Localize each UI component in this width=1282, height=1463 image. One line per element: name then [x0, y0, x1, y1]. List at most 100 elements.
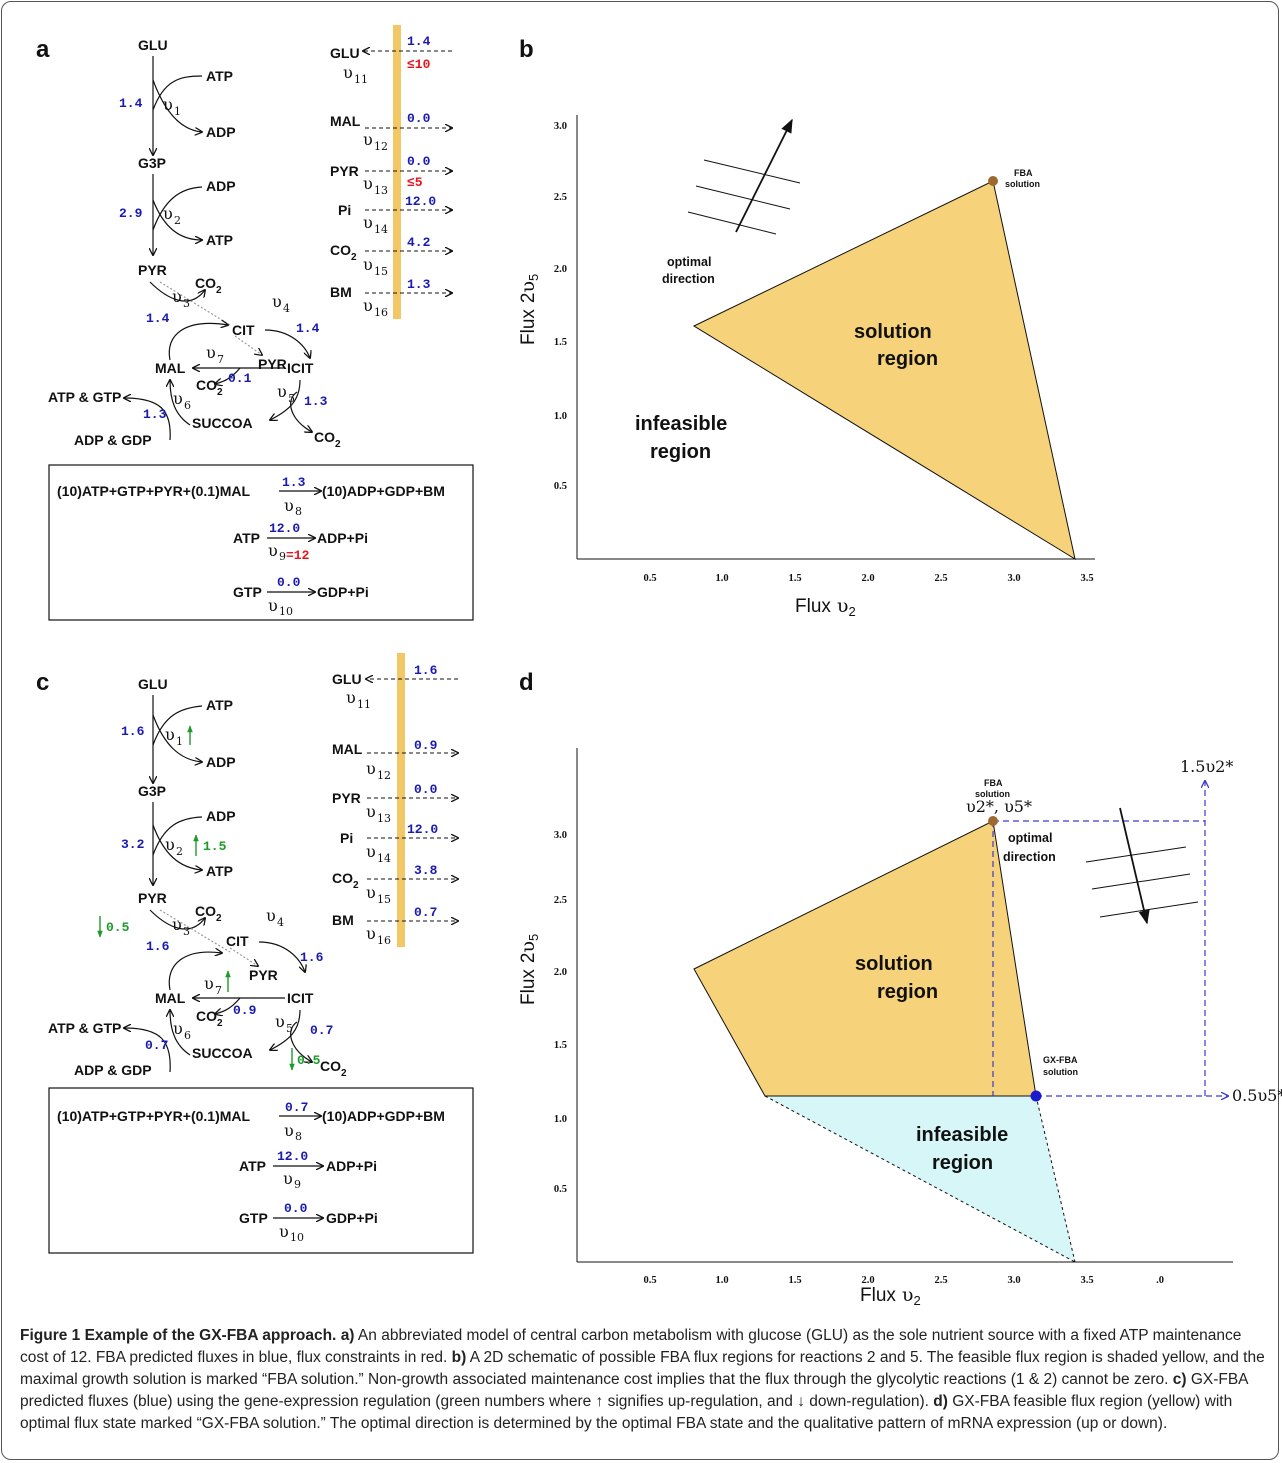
svg-text:15: 15: [374, 265, 388, 278]
co2-label-a3: CO2: [314, 429, 341, 450]
svg-text:υ: υ: [346, 688, 356, 707]
xd-tick-3: 2.0: [861, 1275, 874, 1286]
v1-symbol: υ: [163, 95, 173, 114]
gx-label-d-1: GX-FBA: [1043, 1055, 1078, 1065]
svg-text:MAL: MAL: [330, 113, 361, 129]
co2-label-a2: CO2: [196, 377, 223, 398]
exchange-co2-c: CO2 υ 15 3.8: [332, 863, 458, 906]
svg-text:υ: υ: [284, 1121, 294, 1140]
svg-text:8: 8: [295, 1130, 302, 1143]
gtp-reaction-a: GTP 0.0 υ 10 GDP+Pi: [233, 575, 369, 618]
c-flux-v5: 0.7: [310, 1023, 333, 1038]
svg-text:υ: υ: [363, 296, 373, 315]
reaction-box-c: [48, 1087, 474, 1254]
xd-tick-7: .0: [1156, 1275, 1164, 1286]
svg-text:BM: BM: [330, 284, 352, 300]
adp-label: ADP: [206, 124, 236, 140]
svg-text:13: 13: [377, 812, 391, 825]
xb-tick-2: 1.5: [788, 573, 801, 584]
infeasible-label-b-2: region: [650, 441, 711, 463]
v6-symbol: υ: [173, 389, 183, 408]
panel-b: b 0.5 1.0 1.5 2.0 2.5 3.0 3.5 0.5 1.0 1.5 2.0 2.5 3…: [517, 36, 1095, 619]
svg-text:4.2: 4.2: [407, 235, 431, 250]
svg-text:1.3: 1.3: [282, 475, 306, 490]
svg-text:3.8: 3.8: [414, 863, 438, 878]
panel-c: c GLU ATP ADP υ 1 1.6 G3P ADP ATP υ 2 1.…: [36, 653, 474, 1254]
succoa-label: SUCCOA: [192, 415, 253, 431]
panel-a: a GLU ATP ADP υ 1 1.4 G3P ADP ATP υ 2 2.…: [36, 25, 474, 621]
pyr-label-c: PYR: [138, 890, 167, 906]
v1-index: 1: [174, 105, 181, 118]
xd-tick-2: 1.5: [788, 1275, 801, 1286]
panel-d-label: d: [519, 669, 534, 696]
fba-label-b-1: FBA: [1014, 168, 1033, 178]
a-constraint-v13: ≤5: [407, 175, 423, 190]
a-flux-v4: 1.4: [296, 321, 320, 336]
atp-label: ATP: [206, 68, 233, 84]
svg-text:12: 12: [374, 140, 388, 153]
infeasible-label-d-1: infeasible: [916, 1124, 1008, 1146]
svg-text:16: 16: [374, 306, 388, 319]
figure-caption: Figure 1 Example of the GX-FBA approach.…: [20, 1325, 1265, 1435]
fba-solution-point-b: [988, 176, 998, 186]
xb-tick-1: 1.0: [715, 573, 728, 584]
co2-label-a1: CO2: [195, 275, 222, 296]
svg-text:0.0: 0.0: [284, 1201, 308, 1216]
a-constraint-v11: ≤10: [407, 57, 431, 72]
yd-tick-4: 2.5: [554, 895, 567, 906]
yd-tick-2: 1.5: [554, 1040, 567, 1051]
optimal-label-d: optimal: [1008, 831, 1052, 845]
svg-text:υ: υ: [283, 1169, 293, 1188]
exchange-glu-c: GLU υ 11 1.6: [332, 663, 458, 711]
isoline-3-b: [687, 211, 777, 235]
svg-text:12.0: 12.0: [407, 822, 438, 837]
v7-symbol-c: υ: [204, 974, 214, 993]
v3-index-c: 3: [183, 925, 190, 938]
exchange-pi-c: Pi υ 14 12.0: [340, 822, 458, 865]
svg-text:0.7: 0.7: [414, 905, 437, 920]
v6-index-c: 6: [184, 1029, 191, 1042]
svg-text:GTP: GTP: [233, 584, 262, 600]
atp2-label: ATP: [206, 232, 233, 248]
panel-a-label: a: [36, 36, 50, 63]
panel-c-label: c: [36, 669, 49, 696]
v1-symbol-c: υ: [165, 725, 175, 744]
pyr2-label: PYR: [258, 356, 287, 372]
bound-top-label-d: 1.5υ2*: [1180, 757, 1233, 776]
figure-graphic: a GLU ATP ADP υ 1 1.4 G3P ADP ATP υ 2 2.…: [36, 25, 1282, 1308]
co2-label-c1: CO2: [195, 903, 222, 924]
svg-text:9: 9: [294, 1178, 301, 1191]
svg-text:9: 9: [279, 550, 286, 563]
fba-solution-point-d: [988, 816, 998, 826]
caption-d-text: GX-FBA feasible flux region (yellow) wit…: [20, 1393, 1233, 1432]
a-flux-v7: 0.1: [228, 371, 252, 386]
c-flux-v6: 0.7: [145, 1038, 168, 1053]
svg-text:υ: υ: [279, 1222, 289, 1241]
glu-label: GLU: [138, 37, 168, 53]
v6-index: 6: [184, 399, 191, 412]
svg-text:15: 15: [377, 893, 391, 906]
svg-text:υ: υ: [363, 213, 373, 232]
g3p-label-c: G3P: [138, 783, 166, 799]
gx-label-d-2: solution: [1043, 1067, 1078, 1077]
svg-text:ADP+Pi: ADP+Pi: [317, 530, 368, 546]
v3-index: 3: [183, 297, 190, 310]
v2-index-c: 2: [176, 845, 183, 858]
svg-text:υ: υ: [366, 759, 376, 778]
cit-label: CIT: [232, 322, 255, 338]
exchange-glu-a: GLU υ 11 1.4 ≤10: [330, 34, 452, 86]
mal-label-c: MAL: [155, 990, 186, 1006]
svg-text:υ: υ: [284, 496, 294, 515]
atp-gtp-label: ATP & GTP: [48, 389, 121, 405]
solution-label-d-2: region: [877, 981, 938, 1003]
c-flux-v7: 0.9: [233, 1003, 257, 1018]
svg-text:ATP: ATP: [239, 1158, 266, 1174]
succoa-label-c: SUCCOA: [192, 1045, 253, 1061]
svg-text:1.6: 1.6: [414, 663, 438, 678]
svg-text:ADP+Pi: ADP+Pi: [326, 1158, 377, 1174]
isoline-1-b: [703, 159, 801, 184]
fba-label-d-1: FBA: [984, 778, 1003, 788]
